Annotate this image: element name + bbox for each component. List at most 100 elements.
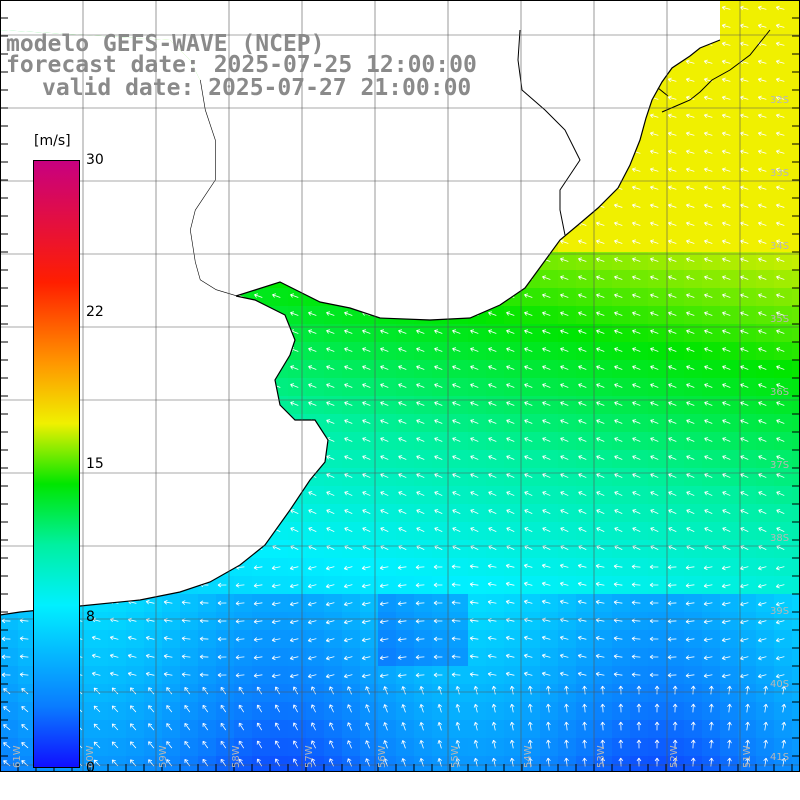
wind-arrow [704,311,713,316]
wind-arrow [632,509,641,514]
wind-arrow [344,419,353,424]
wind-arrow [111,705,119,713]
wind-arrow [362,419,371,424]
wind-arrow [739,637,749,643]
wind-arrow [397,601,407,606]
wind-cell [792,126,800,144]
wind-arrow [757,673,767,679]
wind-arrow [3,724,11,731]
wind-arrow [757,131,767,137]
wind-arrow [148,723,155,731]
wind-arrow [488,383,497,388]
wind-arrow [722,365,731,370]
wind-arrow [632,401,641,406]
wind-arrow [703,565,713,571]
wind-arrow [344,473,353,478]
wind-arrow [690,703,696,713]
wind-arrow [668,239,677,244]
wind-arrow [636,721,642,731]
wind-arrow [433,618,443,624]
wind-arrow [308,383,317,388]
wind-arrow [668,473,677,478]
wind-arrow [21,742,29,749]
wind-arrow [398,365,407,370]
wind-arrow [528,721,533,731]
lat-label: 34S [770,241,790,252]
wind-arrow [452,527,461,532]
wind-arrow [740,527,749,532]
wind-arrow [325,619,335,625]
wind-arrow [329,704,334,713]
wind-arrow [307,583,317,589]
lon-label: 61W [12,745,23,768]
wind-arrow [109,635,119,641]
wind-cell [792,522,800,540]
wind-cell [792,54,800,72]
wind-arrow [524,455,533,460]
wind-arrow [595,671,605,677]
wind-arrow [434,455,443,460]
wind-arrow [727,685,732,695]
wind-arrow [437,739,443,749]
wind-arrow [668,401,677,406]
wind-arrow [775,601,785,607]
wind-arrow [596,383,605,388]
wind-arrow [415,600,425,606]
wind-arrow [758,221,767,226]
wind-arrow [614,419,623,424]
wind-arrow [541,635,551,641]
map-frame-ticks [0,0,800,772]
wind-arrow [469,654,479,659]
wind-arrow [577,671,587,677]
wind-arrow [650,437,659,442]
wind-arrow [667,131,677,137]
wind-arrow [506,473,515,478]
wind-arrow [416,455,425,460]
wind-arrow [596,419,605,424]
wind-arrow [311,686,316,695]
wind-arrow [307,601,317,607]
wind-arrow [595,563,605,569]
wind-arrow [362,527,371,532]
wind-arrow [560,437,569,442]
wind-arrow [703,619,713,625]
wind-arrow [631,582,641,588]
wind-arrow [361,583,371,589]
wind-arrow [452,383,461,388]
wind-arrow [488,527,497,532]
wind-arrow [524,527,533,532]
wind-arrow [758,275,767,280]
wind-arrow [220,686,227,695]
wind-arrow [668,509,677,514]
lon-label: 52W [669,745,680,768]
wind-arrow [343,601,353,607]
wind-arrow [166,723,173,731]
wind-arrow [757,59,767,65]
wind-arrow [451,600,461,606]
wind-arrow [362,509,371,514]
wind-arrow [722,275,731,280]
wind-arrow [380,401,389,406]
wind-arrow [775,23,785,29]
wind-arrow [578,257,587,262]
wind-arrow [650,383,659,388]
wind-arrow [560,329,569,334]
wind-cell [792,630,800,648]
wind-arrow [649,113,659,119]
wind-arrow [488,455,497,460]
wind-arrow [397,565,407,570]
wind-arrow [596,239,605,244]
wind-arrow [703,149,713,154]
wind-arrow [202,740,209,749]
wind-arrow [776,329,785,334]
wind-cell [792,720,800,738]
wind-arrow [721,673,731,679]
wind-arrow [290,509,299,514]
wind-arrow [524,365,533,370]
wind-arrow [704,527,713,532]
wind-arrow [614,221,623,226]
wind-arrow [238,686,245,695]
wind-arrow [220,722,227,731]
wind-arrow [292,740,299,749]
wind-arrow [145,653,155,659]
